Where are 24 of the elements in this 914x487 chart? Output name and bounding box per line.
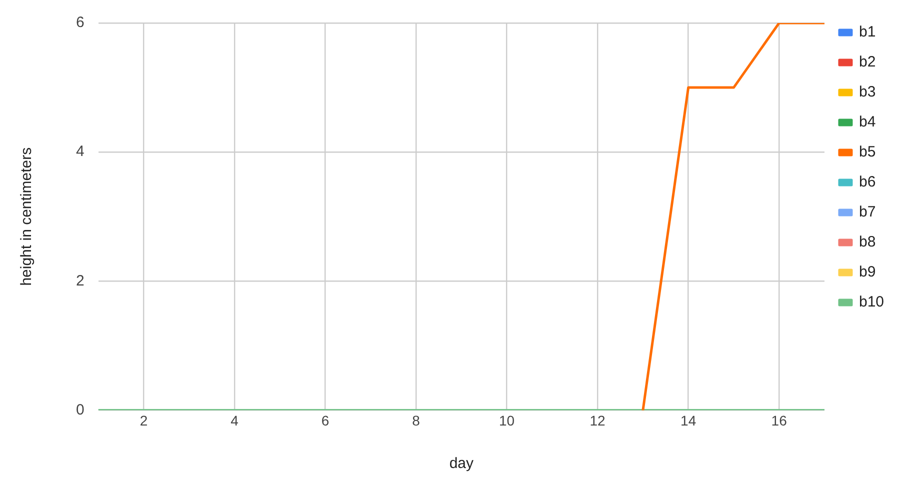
- x-tick-label: 12: [590, 412, 606, 428]
- legend-label: b3: [858, 84, 876, 101]
- y-tick-label: 0: [76, 401, 84, 418]
- legend-label: b7: [858, 204, 876, 221]
- legend-label: b5: [858, 144, 876, 161]
- x-axis-title: day: [449, 455, 474, 472]
- y-tick-label: 2: [76, 272, 84, 290]
- x-tick-label: 4: [230, 412, 239, 428]
- x-tick-label: 6: [321, 412, 330, 428]
- legend-label: b4: [858, 114, 876, 131]
- legend-label: b10: [858, 294, 884, 311]
- legend-label: b6: [858, 174, 876, 191]
- x-tick-label: 16: [771, 412, 788, 428]
- x-tick-label: 10: [499, 412, 515, 428]
- legend-label: b9: [858, 264, 876, 281]
- y-tick-label: 4: [76, 143, 84, 160]
- legend-label: b8: [858, 234, 876, 251]
- x-tick-label: 14: [680, 412, 696, 428]
- y-tick-label: 6: [76, 14, 84, 32]
- y-axis-title: height in centimeters: [18, 147, 36, 286]
- x-tick-label: 2: [140, 412, 148, 428]
- legend-label: b1: [858, 24, 876, 41]
- x-tick-label: 8: [412, 412, 420, 428]
- legend-label: b2: [858, 54, 876, 71]
